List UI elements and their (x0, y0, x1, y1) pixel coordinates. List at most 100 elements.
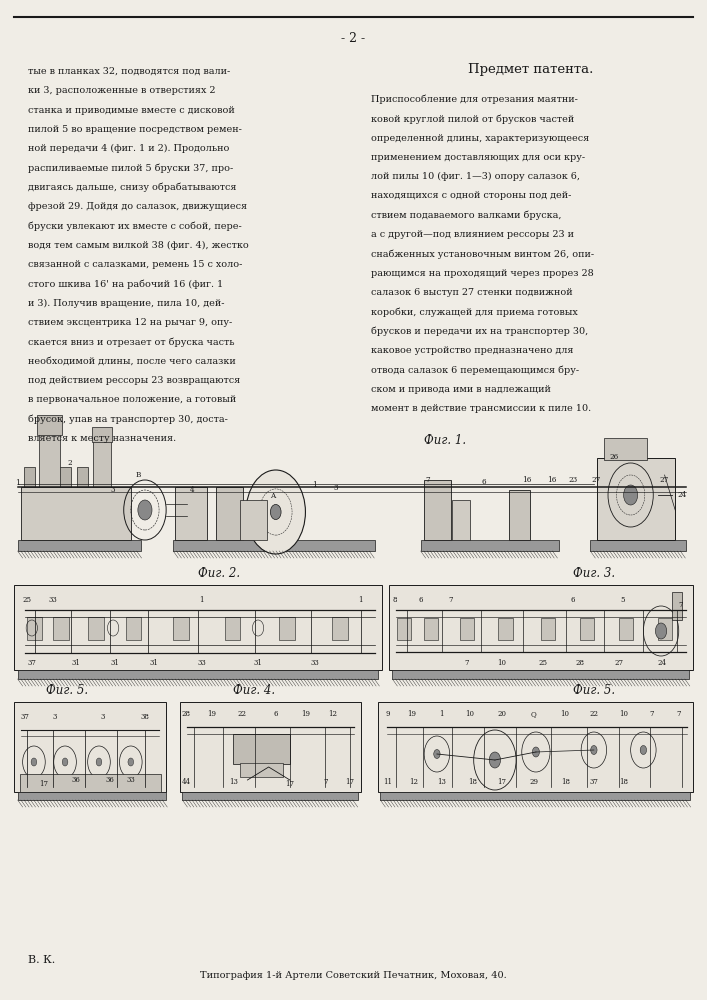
Bar (580, 618, 594, 640)
Text: 33: 33 (49, 596, 57, 604)
Text: 11: 11 (383, 778, 392, 786)
Circle shape (128, 758, 134, 766)
Text: 13: 13 (438, 778, 446, 786)
Text: Фиг. 5.: Фиг. 5. (46, 684, 88, 697)
Text: распиливаемые пилой 5 бруски 37, про-: распиливаемые пилой 5 бруски 37, про- (28, 163, 233, 173)
Bar (392, 670, 689, 679)
Text: 27: 27 (660, 476, 670, 484)
Bar (590, 540, 686, 551)
Text: фрезой 29. Дойдя до салазок, движущиеся: фрезой 29. Дойдя до салазок, движущиеся (28, 202, 247, 211)
Bar (421, 540, 559, 551)
Text: связанной с салазками, ремень 15 с холо-: связанной с салазками, ремень 15 с холо- (28, 260, 243, 269)
Text: ствием подаваемого валками бруска,: ствием подаваемого валками бруска, (371, 211, 561, 220)
Bar (92, 427, 112, 442)
Text: рающимся на проходящий через прорез 28: рающимся на проходящий через прорез 28 (371, 269, 594, 278)
Text: а с другой—под влиянием рессоры 23 и: а с другой—под влиянием рессоры 23 и (371, 230, 574, 239)
Text: 16: 16 (547, 476, 556, 484)
Text: 1: 1 (358, 596, 363, 604)
Text: 7: 7 (464, 659, 469, 667)
Text: ском и привода ими в надлежащий: ском и привода ими в надлежащий (371, 385, 551, 394)
Text: - 2 -: - 2 - (341, 32, 366, 45)
Bar (77, 467, 88, 487)
Text: 19: 19 (208, 710, 216, 718)
Text: 7: 7 (449, 596, 453, 604)
Text: 22: 22 (590, 710, 598, 718)
Circle shape (138, 500, 152, 520)
Text: 1: 1 (16, 479, 20, 487)
Bar (37, 415, 62, 435)
Text: 33: 33 (197, 659, 206, 667)
Bar (240, 500, 267, 540)
Text: 27: 27 (591, 476, 601, 484)
Circle shape (624, 485, 638, 505)
Text: 25: 25 (539, 659, 547, 667)
Text: ной передачи 4 (фиг. 1 и 2). Продольно: ной передачи 4 (фиг. 1 и 2). Продольно (28, 144, 230, 153)
Text: 3: 3 (111, 486, 115, 494)
Text: 19: 19 (301, 710, 310, 718)
Bar (397, 618, 411, 640)
Text: скается вниз и отрезает от бруска часть: скается вниз и отрезает от бруска часть (28, 337, 235, 347)
Bar (42, 467, 53, 487)
Bar (233, 734, 290, 764)
Bar (452, 500, 470, 540)
Text: брусок, упав на транспортер 30, доста-: брусок, упав на транспортер 30, доста- (28, 414, 228, 424)
Text: 5: 5 (620, 596, 624, 604)
Text: 24: 24 (677, 491, 687, 499)
Bar (14, 702, 166, 792)
Text: В. К.: В. К. (28, 955, 56, 965)
Circle shape (489, 752, 501, 768)
Bar (332, 617, 348, 640)
Bar (424, 480, 451, 540)
Bar (173, 540, 375, 551)
Text: 26: 26 (609, 453, 619, 461)
Circle shape (62, 758, 68, 766)
Text: ствием эксцентрика 12 на рычаг 9, опу-: ствием эксцентрика 12 на рычаг 9, опу- (28, 318, 233, 327)
Text: 6: 6 (419, 596, 423, 604)
Bar (88, 617, 104, 640)
Text: 9: 9 (385, 710, 390, 718)
Bar (509, 490, 530, 540)
Text: 7: 7 (323, 778, 327, 786)
Bar (378, 702, 693, 792)
Text: 28: 28 (575, 659, 584, 667)
Text: 31: 31 (150, 659, 158, 667)
Text: 31: 31 (254, 659, 262, 667)
Bar (279, 617, 295, 640)
Text: Фиг. 1.: Фиг. 1. (424, 434, 467, 447)
Text: 37: 37 (21, 713, 29, 721)
Circle shape (96, 758, 102, 766)
Bar (18, 792, 166, 800)
Bar (619, 618, 633, 640)
Text: 17: 17 (40, 780, 48, 788)
Text: 13: 13 (229, 778, 238, 786)
Text: 16: 16 (522, 476, 532, 484)
Bar (53, 617, 69, 640)
Bar (39, 432, 60, 487)
Text: 7: 7 (677, 710, 681, 718)
Text: Q: Q (531, 710, 537, 718)
Text: необходимой длины, после чего салазки: необходимой длины, после чего салазки (28, 357, 236, 365)
Bar (216, 487, 243, 540)
Circle shape (591, 746, 597, 754)
Text: 10: 10 (466, 710, 474, 718)
Text: коробки, служащей для приема готовых: коробки, служащей для приема готовых (371, 307, 578, 317)
Bar (604, 438, 647, 460)
Text: 6: 6 (571, 596, 575, 604)
Bar (180, 702, 361, 792)
Circle shape (655, 623, 667, 639)
Circle shape (532, 747, 539, 757)
Text: 3: 3 (53, 713, 57, 721)
Text: водя тем самым вилкой 38 (фиг. 4), жестко: водя тем самым вилкой 38 (фиг. 4), жестк… (28, 241, 249, 250)
Text: пилой 5 во вращение посредством ремен-: пилой 5 во вращение посредством ремен- (28, 125, 243, 134)
Text: стого шкива 16' на рабочий 16 (фиг. 1: стого шкива 16' на рабочий 16 (фиг. 1 (28, 279, 223, 289)
Text: 8: 8 (392, 596, 397, 604)
Text: 7: 7 (426, 476, 430, 484)
Circle shape (641, 746, 647, 754)
Text: 44: 44 (182, 778, 190, 786)
Text: 10: 10 (560, 710, 568, 718)
Text: двигаясь дальше, снизу обрабатываются: двигаясь дальше, снизу обрабатываются (28, 183, 237, 192)
Text: под действием рессоры 23 возвращаются: под действием рессоры 23 возвращаются (28, 376, 240, 385)
Text: в первоначальное положение, а готовый: в первоначальное положение, а готовый (28, 395, 237, 404)
Text: 36: 36 (72, 776, 81, 784)
Text: 10: 10 (498, 659, 506, 667)
